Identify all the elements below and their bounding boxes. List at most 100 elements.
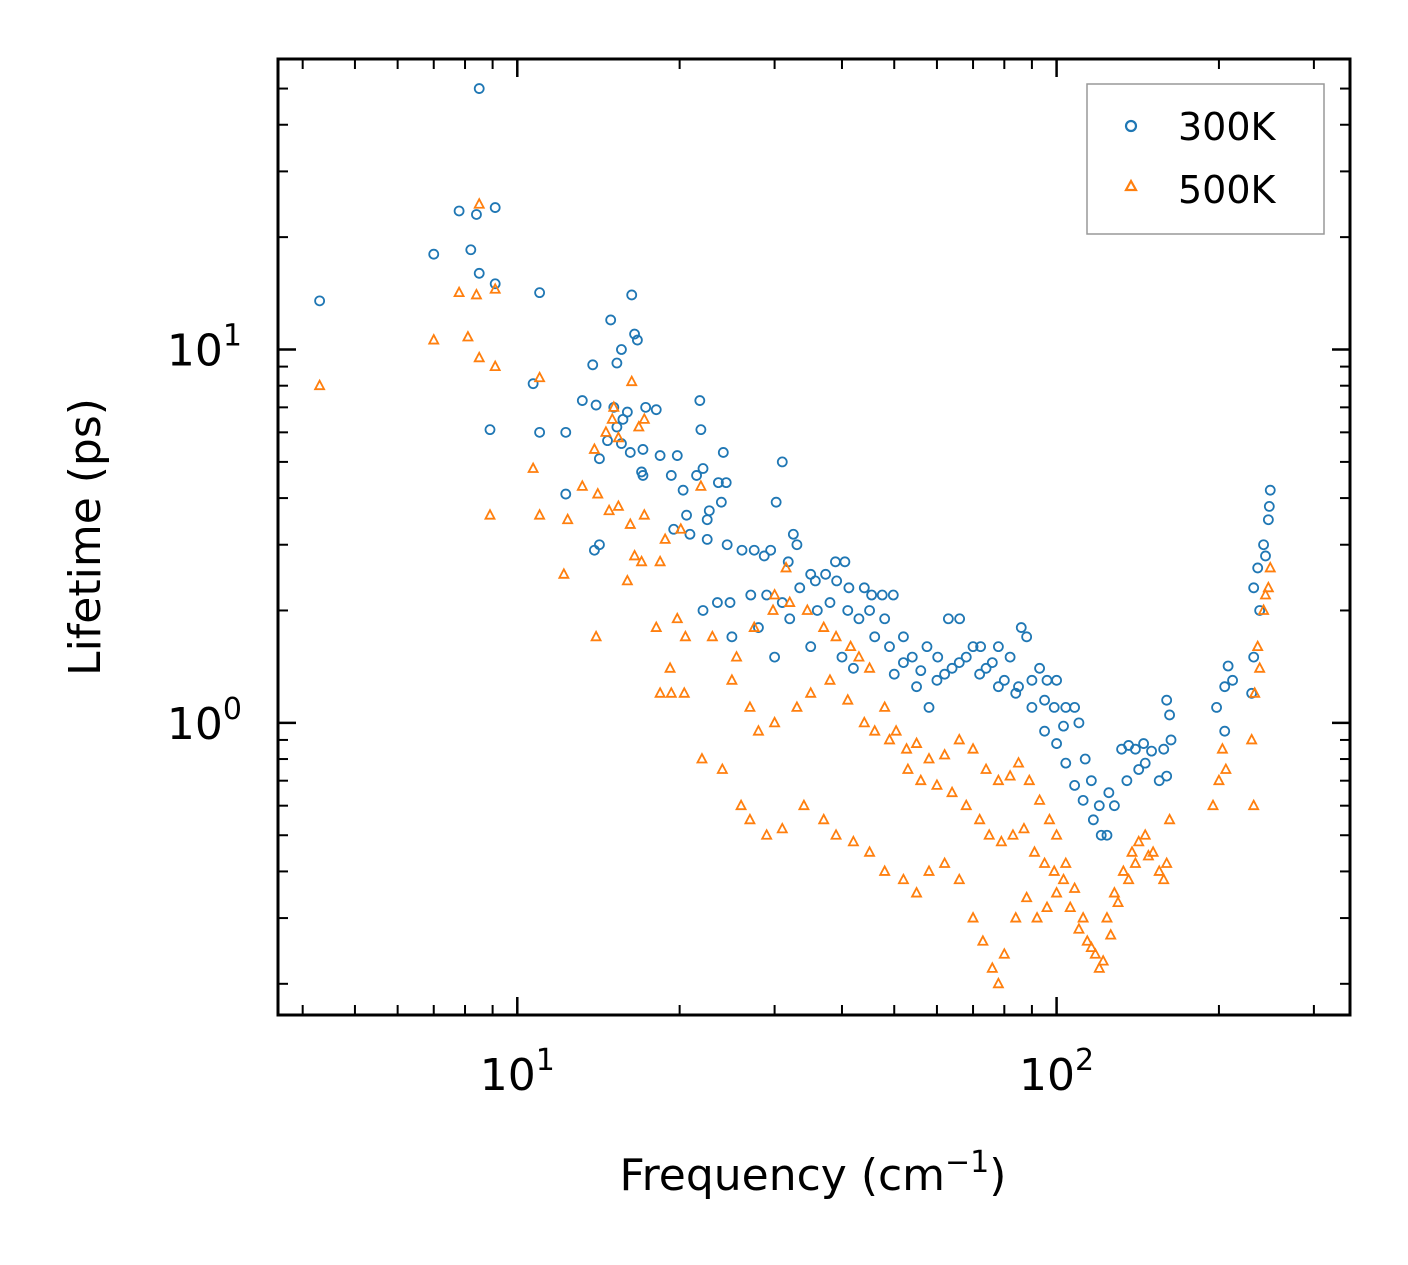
axes-frame (276, 57, 1352, 1017)
point-300k (1254, 605, 1266, 616)
point-500k (603, 503, 616, 516)
point-500k (1004, 769, 1017, 781)
point-300k (677, 484, 689, 496)
point-300k (809, 575, 821, 587)
point-300k (866, 589, 878, 601)
point-500k (1085, 940, 1098, 953)
point-500k (897, 872, 910, 885)
point-300k (654, 450, 666, 461)
point-300k (1073, 717, 1085, 729)
point-300k (805, 641, 817, 653)
point-300k (1048, 702, 1060, 713)
point-300k (954, 613, 966, 625)
point-500k (1247, 798, 1260, 811)
point-500k (878, 864, 891, 876)
point-500k (817, 620, 830, 632)
point-300k (671, 450, 683, 461)
point-500k (1048, 864, 1061, 876)
point-300k (1087, 814, 1099, 826)
point-500k (533, 370, 546, 383)
point-300k (534, 426, 546, 438)
point-300k (428, 248, 440, 260)
point-500k (1126, 845, 1139, 857)
point-500k (679, 629, 692, 642)
point-300k (820, 568, 832, 580)
point-500k (830, 828, 843, 840)
point-300k (1222, 660, 1234, 672)
point-300k (1034, 662, 1045, 674)
point-300k (681, 509, 692, 521)
point-300k (942, 613, 954, 625)
point-500k (852, 650, 865, 662)
point-500k (883, 733, 896, 745)
point-500k (1043, 812, 1056, 825)
point-500k (694, 479, 707, 491)
point-500k (612, 499, 625, 511)
point-500k (1009, 911, 1022, 923)
point-500k (790, 700, 803, 712)
point-500k (930, 778, 943, 790)
point-500k (621, 573, 634, 586)
point-500k (725, 673, 738, 685)
point-300k (629, 328, 640, 340)
point-500k (992, 976, 1005, 989)
point-300k (1263, 500, 1275, 512)
point-500k (473, 197, 486, 209)
point-300k (527, 378, 539, 390)
point-500k (1212, 773, 1225, 786)
point-500k (1219, 762, 1232, 774)
point-300k (473, 267, 485, 279)
point-300k (787, 528, 799, 540)
point-300k (992, 681, 1004, 693)
point-300k (611, 357, 623, 369)
point-300k (1039, 725, 1050, 737)
point-300k (736, 544, 748, 556)
point-300k (665, 470, 677, 481)
legend-entry-500k: 500K (1124, 168, 1277, 212)
point-500k (768, 715, 781, 728)
point-500k (976, 934, 989, 946)
point-300k (753, 622, 764, 633)
legend: 300K 500K (1086, 83, 1325, 235)
point-300k (637, 444, 649, 455)
point-500k (489, 359, 502, 371)
point-500k (1157, 872, 1170, 885)
point-300k (1164, 709, 1175, 721)
point-500k (1020, 890, 1033, 903)
point-300k (1069, 779, 1081, 791)
point-300k (769, 651, 780, 663)
point-500k (599, 425, 612, 437)
point-300k (1109, 800, 1120, 812)
point-300k (898, 631, 909, 643)
point-500k (473, 350, 486, 363)
point-500k (654, 554, 667, 567)
point-300k (765, 544, 777, 556)
point-300k (1161, 770, 1173, 782)
point-500k (973, 812, 986, 825)
point-500k (986, 961, 999, 973)
point-300k (314, 295, 326, 307)
point-300k (691, 470, 702, 481)
point-300k (489, 202, 501, 213)
point-300k (887, 589, 899, 601)
point-300k (534, 287, 546, 299)
point-300k (1264, 484, 1276, 496)
point-300k (1248, 651, 1260, 663)
point-500k (730, 650, 743, 662)
point-500k (716, 762, 729, 774)
point-500k (743, 812, 756, 825)
point-300k (953, 657, 965, 669)
point-500k (910, 736, 923, 748)
point-500k (1097, 954, 1110, 966)
point-300k (489, 278, 501, 290)
point-300k (453, 205, 465, 217)
point-500k (910, 886, 923, 898)
point-300k (650, 404, 662, 416)
point-300k (560, 426, 572, 438)
point-300k (697, 605, 709, 616)
point-500k (1122, 872, 1135, 885)
point-300k (1158, 743, 1170, 755)
point-300k (726, 631, 738, 643)
point-500k (1068, 881, 1081, 893)
point-500k (1038, 856, 1051, 868)
